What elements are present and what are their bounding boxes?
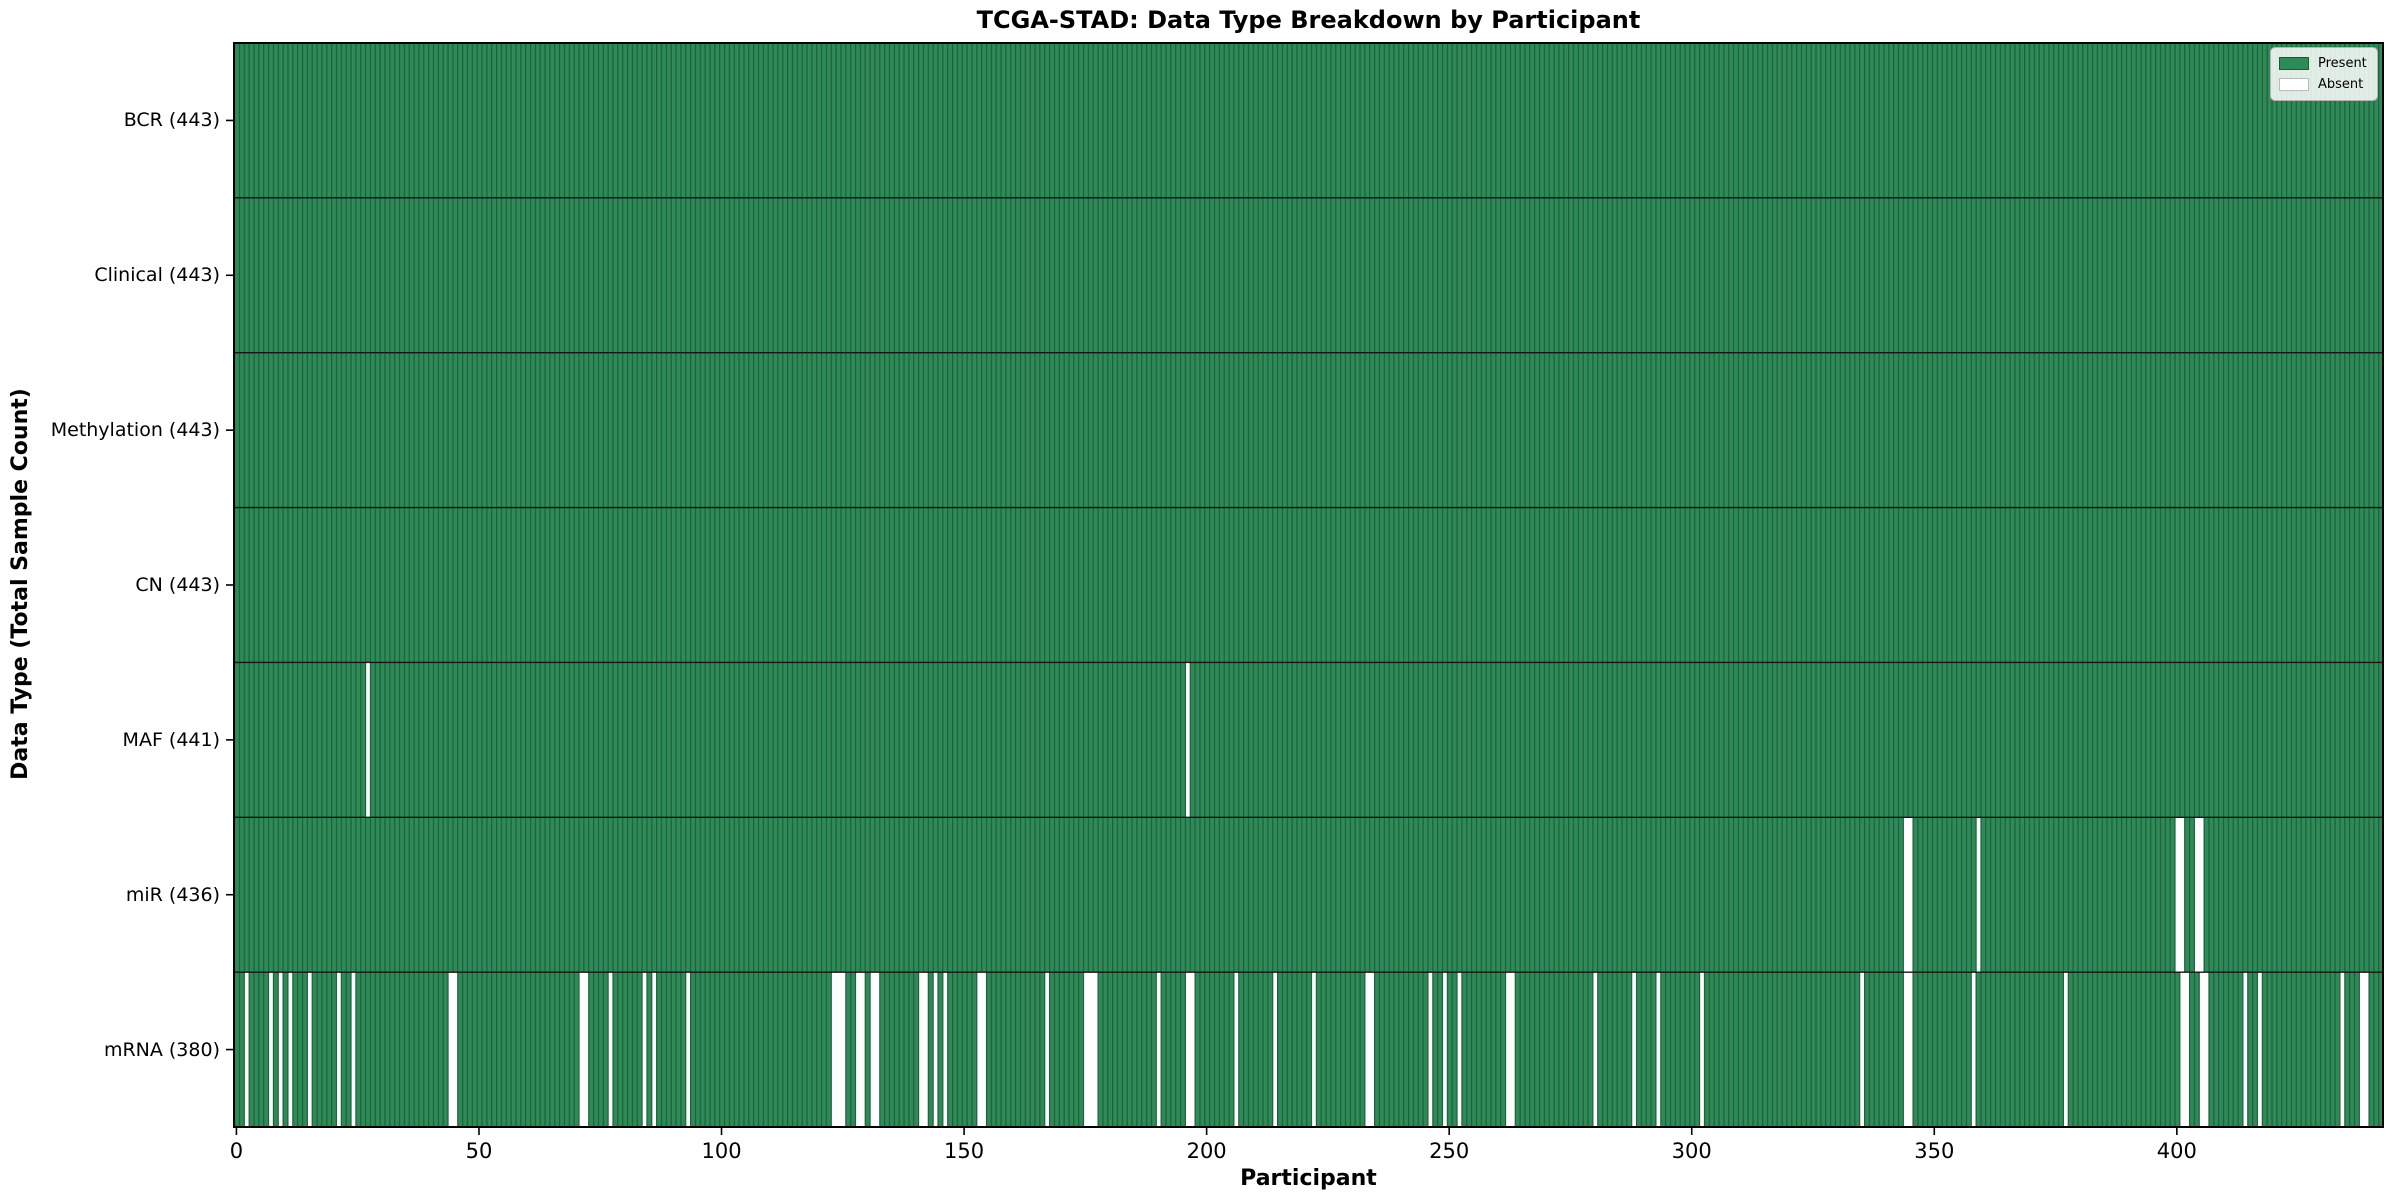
absent-gap bbox=[2175, 817, 2185, 973]
x-tick-label-0: 0 bbox=[229, 1139, 244, 1163]
absent-gap bbox=[2195, 817, 2204, 973]
absent-gap bbox=[2180, 972, 2189, 1127]
absent-gap bbox=[977, 972, 986, 1127]
x-tick-label-50: 50 bbox=[465, 1139, 493, 1163]
absent-gap bbox=[1045, 972, 1049, 1127]
absent-gap bbox=[307, 972, 312, 1127]
x-tick-label-250: 250 bbox=[1429, 1139, 1470, 1163]
row-Methylation bbox=[234, 352, 2383, 508]
x-tick-label-300: 300 bbox=[1671, 1139, 1712, 1163]
absent-gap bbox=[1700, 972, 1704, 1127]
absent-gap bbox=[1234, 972, 1239, 1127]
present-swatch-icon bbox=[2279, 57, 2309, 70]
legend-label-absent: Absent bbox=[2318, 77, 2364, 92]
legend-label-present: Present bbox=[2318, 56, 2367, 71]
absent-gap bbox=[1903, 817, 1913, 973]
y-tick-label-miR: miR (436) bbox=[125, 883, 220, 906]
absent-swatch-icon bbox=[2279, 78, 2309, 91]
row-MAF bbox=[234, 662, 2383, 818]
row-Clinical bbox=[234, 197, 2383, 353]
absent-gap bbox=[244, 972, 249, 1127]
absent-gap bbox=[919, 972, 928, 1127]
absent-gap bbox=[288, 972, 293, 1127]
absent-gap bbox=[943, 972, 948, 1127]
y-tick-label-CN: CN (443) bbox=[135, 574, 220, 596]
absent-gap bbox=[856, 972, 865, 1127]
y-tick-label-MAF: MAF (441) bbox=[122, 728, 220, 751]
absent-gap bbox=[2359, 972, 2369, 1127]
x-tick-label-200: 200 bbox=[1186, 1139, 1227, 1163]
absent-gap bbox=[1273, 972, 1277, 1127]
absent-gap bbox=[1632, 972, 1636, 1127]
y-tick-label-mRNA: mRNA (380) bbox=[103, 1038, 220, 1061]
absent-gap bbox=[337, 972, 341, 1127]
absent-gap bbox=[933, 972, 938, 1127]
absent-gap bbox=[1971, 972, 1976, 1127]
legend-item-absent: Absent bbox=[2279, 74, 2369, 95]
row-miR bbox=[234, 817, 2383, 973]
y-tick-label-BCR: BCR (443) bbox=[123, 109, 220, 132]
absent-gap bbox=[2243, 972, 2248, 1127]
absent-gap bbox=[2340, 972, 2345, 1127]
absent-gap bbox=[1185, 662, 1190, 818]
absent-gap bbox=[1185, 972, 1195, 1127]
absent-gap bbox=[1506, 972, 1515, 1127]
absent-gap bbox=[1084, 972, 1098, 1127]
x-tick-label-400: 400 bbox=[2156, 1139, 2197, 1163]
absent-gap bbox=[686, 972, 690, 1127]
y-tick-label-Clinical: Clinical (443) bbox=[94, 264, 220, 287]
x-tick-label-350: 350 bbox=[1914, 1139, 1955, 1163]
absent-gap bbox=[579, 972, 589, 1127]
absent-gap bbox=[1428, 972, 1433, 1127]
absent-gap bbox=[366, 662, 370, 818]
absent-gap bbox=[870, 972, 880, 1127]
absent-gap bbox=[448, 972, 458, 1127]
absent-gap bbox=[831, 972, 846, 1127]
absent-gap bbox=[2199, 972, 2209, 1127]
absent-gap bbox=[608, 972, 613, 1127]
x-tick-label-100: 100 bbox=[701, 1139, 742, 1163]
legend: Present Absent bbox=[2270, 47, 2378, 101]
chart-title: TCGA-STAD: Data Type Breakdown by Partic… bbox=[976, 6, 1641, 34]
x-axis-label: Participant bbox=[1240, 1166, 1377, 1191]
absent-gap bbox=[1457, 972, 1462, 1127]
absent-gap bbox=[1593, 972, 1598, 1127]
row-BCR bbox=[234, 43, 2383, 198]
absent-gap bbox=[652, 972, 657, 1127]
absent-gap bbox=[1860, 972, 1864, 1127]
absent-gap bbox=[2064, 972, 2068, 1127]
absent-gap bbox=[1365, 972, 1374, 1127]
x-tick-label-150: 150 bbox=[944, 1139, 985, 1163]
absent-gap bbox=[351, 972, 356, 1127]
absent-gap bbox=[269, 972, 273, 1127]
row-CN bbox=[234, 507, 2383, 663]
absent-gap bbox=[642, 972, 647, 1127]
absent-gap bbox=[2258, 972, 2262, 1127]
absent-gap bbox=[1156, 972, 1161, 1127]
y-tick-label-Methylation: Methylation (443) bbox=[50, 419, 220, 442]
absent-gap bbox=[1656, 972, 1661, 1127]
absent-gap bbox=[1903, 972, 1913, 1127]
absent-gap bbox=[278, 972, 283, 1127]
row-mRNA bbox=[234, 972, 2383, 1127]
legend-item-present: Present bbox=[2279, 53, 2369, 74]
absent-gap bbox=[1976, 817, 1981, 973]
absent-gap bbox=[1312, 972, 1316, 1127]
absent-gap bbox=[1443, 972, 1447, 1127]
